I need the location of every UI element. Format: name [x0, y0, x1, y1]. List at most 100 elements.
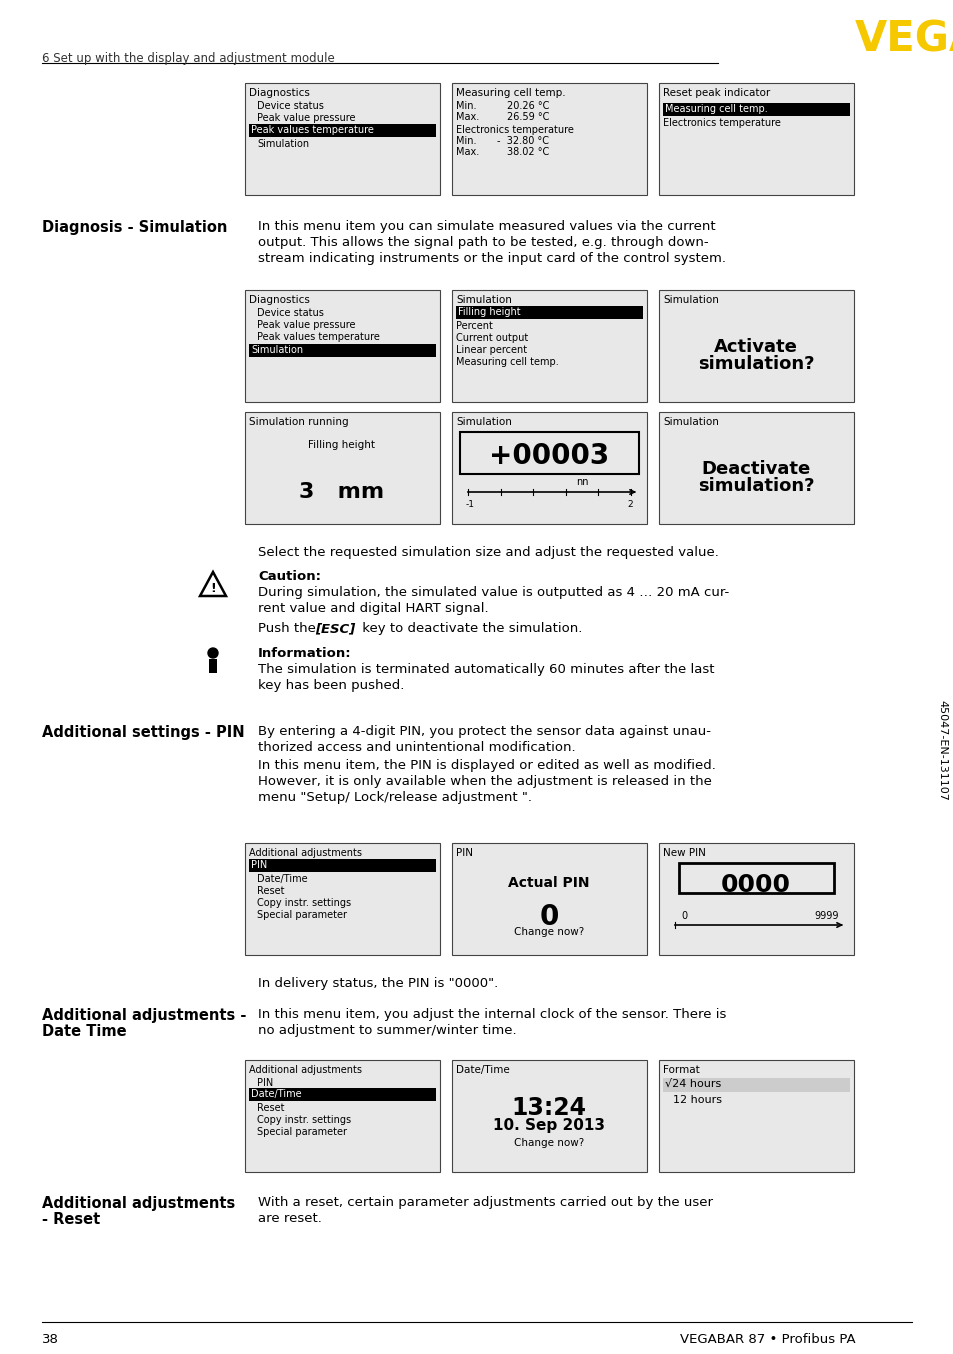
Text: 3   mm: 3 mm: [299, 482, 384, 502]
FancyBboxPatch shape: [245, 1060, 439, 1173]
Text: simulation?: simulation?: [697, 477, 814, 496]
FancyBboxPatch shape: [659, 1060, 853, 1173]
Text: stream indicating instruments or the input card of the control system.: stream indicating instruments or the inp…: [257, 252, 725, 265]
Text: Current output: Current output: [456, 333, 528, 343]
Text: -  32.80 °C: - 32.80 °C: [497, 135, 548, 146]
Text: Copy instr. settings: Copy instr. settings: [256, 1114, 351, 1125]
FancyBboxPatch shape: [249, 125, 436, 137]
Text: no adjustment to summer/winter time.: no adjustment to summer/winter time.: [257, 1024, 517, 1037]
Text: Information:: Information:: [257, 647, 352, 659]
Text: Simulation: Simulation: [662, 417, 719, 427]
Text: [ESC]: [ESC]: [314, 621, 355, 635]
Text: Measuring cell temp.: Measuring cell temp.: [456, 88, 565, 97]
Text: 45047-EN-131107: 45047-EN-131107: [936, 700, 946, 800]
Text: Simulation: Simulation: [251, 345, 303, 355]
Text: Max.: Max.: [456, 148, 478, 157]
Text: Special parameter: Special parameter: [256, 1127, 347, 1137]
Text: Peak values temperature: Peak values temperature: [251, 125, 374, 135]
Text: nn: nn: [576, 477, 588, 487]
Text: are reset.: are reset.: [257, 1212, 321, 1225]
Text: 0: 0: [538, 903, 558, 932]
Text: Measuring cell temp.: Measuring cell temp.: [664, 104, 767, 114]
FancyBboxPatch shape: [452, 412, 646, 524]
Text: Linear percent: Linear percent: [456, 345, 527, 355]
Circle shape: [208, 649, 218, 658]
FancyBboxPatch shape: [659, 412, 853, 524]
Text: Deactivate: Deactivate: [700, 460, 810, 478]
Text: 6 Set up with the display and adjustment module: 6 Set up with the display and adjustment…: [42, 51, 335, 65]
Text: Additional adjustments -: Additional adjustments -: [42, 1007, 246, 1024]
Text: Format: Format: [662, 1066, 699, 1075]
Text: Diagnostics: Diagnostics: [249, 88, 310, 97]
Text: Additional adjustments: Additional adjustments: [249, 848, 361, 858]
Text: - Reset: - Reset: [42, 1212, 100, 1227]
Text: simulation?: simulation?: [697, 355, 814, 372]
FancyBboxPatch shape: [452, 83, 646, 195]
Text: Additional adjustments: Additional adjustments: [42, 1196, 235, 1210]
Text: Change now?: Change now?: [514, 1137, 583, 1148]
Text: Reset: Reset: [256, 1104, 284, 1113]
Text: However, it is only available when the adjustment is released in the: However, it is only available when the a…: [257, 774, 711, 788]
FancyBboxPatch shape: [245, 83, 439, 195]
Text: 0000: 0000: [720, 873, 790, 896]
FancyBboxPatch shape: [249, 344, 436, 357]
Text: Peak value pressure: Peak value pressure: [256, 320, 355, 330]
FancyBboxPatch shape: [456, 306, 642, 320]
Text: Activate: Activate: [713, 338, 797, 356]
FancyBboxPatch shape: [662, 1078, 849, 1091]
Text: rent value and digital HART signal.: rent value and digital HART signal.: [257, 603, 488, 615]
FancyBboxPatch shape: [659, 844, 853, 955]
Text: Reset: Reset: [256, 886, 284, 896]
Text: -1: -1: [465, 500, 475, 509]
Text: 2: 2: [626, 500, 632, 509]
Text: 26.59 °C: 26.59 °C: [506, 112, 549, 122]
Text: PIN: PIN: [456, 848, 473, 858]
Text: Additional adjustments: Additional adjustments: [249, 1066, 361, 1075]
Text: Diagnostics: Diagnostics: [249, 295, 310, 305]
Text: In delivery status, the PIN is "0000".: In delivery status, the PIN is "0000".: [257, 978, 497, 990]
Text: Percent: Percent: [456, 321, 493, 330]
FancyBboxPatch shape: [459, 432, 639, 474]
Text: Electronics temperature: Electronics temperature: [456, 125, 574, 135]
Text: output. This allows the signal path to be tested, e.g. through down-: output. This allows the signal path to b…: [257, 236, 708, 249]
Text: Simulation: Simulation: [256, 139, 309, 149]
Text: Max.: Max.: [456, 112, 478, 122]
Text: Min.: Min.: [456, 102, 476, 111]
FancyBboxPatch shape: [245, 844, 439, 955]
Text: Date/Time: Date/Time: [256, 873, 307, 884]
Text: Date Time: Date Time: [42, 1024, 127, 1039]
Text: 0: 0: [680, 911, 686, 921]
Text: Filling height: Filling height: [457, 307, 520, 317]
Text: Simulation: Simulation: [456, 295, 512, 305]
Text: PIN: PIN: [251, 860, 267, 871]
Text: Reset peak indicator: Reset peak indicator: [662, 88, 769, 97]
Text: Copy instr. settings: Copy instr. settings: [256, 898, 351, 909]
Text: Actual PIN: Actual PIN: [508, 876, 589, 890]
Text: PIN: PIN: [256, 1078, 273, 1089]
Text: +00003: +00003: [488, 441, 608, 470]
Text: In this menu item, you adjust the internal clock of the sensor. There is: In this menu item, you adjust the intern…: [257, 1007, 725, 1021]
FancyBboxPatch shape: [249, 858, 436, 872]
Text: key has been pushed.: key has been pushed.: [257, 678, 404, 692]
FancyBboxPatch shape: [452, 290, 646, 402]
FancyBboxPatch shape: [209, 659, 216, 673]
Text: 10. Sep 2013: 10. Sep 2013: [493, 1118, 604, 1133]
Text: !: !: [210, 581, 215, 594]
FancyBboxPatch shape: [659, 83, 853, 195]
Text: 20.26 °C: 20.26 °C: [506, 102, 549, 111]
Text: key to deactivate the simulation.: key to deactivate the simulation.: [357, 621, 581, 635]
Text: Caution:: Caution:: [257, 570, 320, 584]
Text: Additional settings - PIN: Additional settings - PIN: [42, 724, 244, 741]
Text: VEGABAR 87 • Profibus PA: VEGABAR 87 • Profibus PA: [679, 1332, 855, 1346]
FancyBboxPatch shape: [452, 844, 646, 955]
Text: Simulation running: Simulation running: [249, 417, 348, 427]
Text: Electronics temperature: Electronics temperature: [662, 118, 781, 129]
Text: Simulation: Simulation: [662, 295, 719, 305]
Text: New PIN: New PIN: [662, 848, 705, 858]
Text: In this menu item, the PIN is displayed or edited as well as modified.: In this menu item, the PIN is displayed …: [257, 760, 715, 772]
Text: Date/Time: Date/Time: [456, 1066, 509, 1075]
Text: 9999: 9999: [813, 911, 838, 921]
Text: In this menu item you can simulate measured values via the current: In this menu item you can simulate measu…: [257, 219, 715, 233]
FancyBboxPatch shape: [662, 103, 849, 116]
Text: Diagnosis - Simulation: Diagnosis - Simulation: [42, 219, 227, 236]
